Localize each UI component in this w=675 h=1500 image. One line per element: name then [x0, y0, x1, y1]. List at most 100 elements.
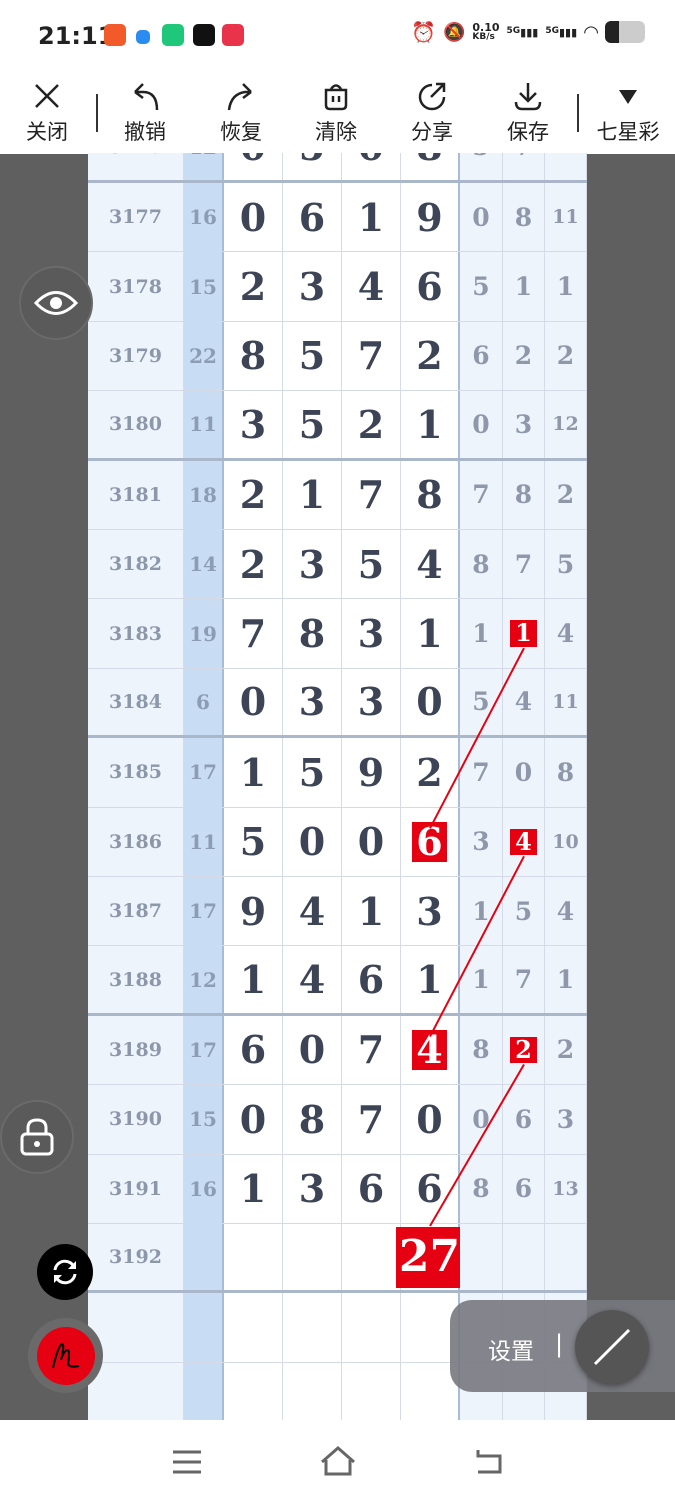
close-button[interactable]: 关闭 — [12, 78, 82, 146]
extra-cell: 11 — [545, 668, 587, 736]
cell-value: 0 — [358, 153, 384, 169]
extra-cell: 1 — [503, 599, 545, 668]
digit-cell — [224, 1293, 283, 1362]
digit-cell: 1 — [224, 1154, 283, 1223]
sum-cell: 17 — [184, 1015, 224, 1085]
digit-cell: 5 — [283, 153, 342, 180]
extra-cell: 5 — [460, 252, 503, 321]
digit-cell: 6 — [224, 1015, 283, 1085]
home-icon[interactable] — [320, 1446, 356, 1476]
extra-cell: 0 — [460, 1085, 503, 1154]
digit-cell: 1 — [342, 877, 401, 946]
lock-button[interactable] — [0, 1100, 74, 1174]
period-cell: 3181 — [88, 460, 184, 529]
wifi-icon: ◠ — [584, 21, 598, 43]
digit-cell: 6 — [401, 807, 460, 876]
digit-cell: 0 — [224, 183, 283, 252]
period-cell: 3192 — [88, 1224, 184, 1291]
redo-button[interactable]: 恢复 — [206, 78, 276, 146]
cell-value: 6 — [472, 341, 490, 371]
cell-value: 7 — [239, 611, 267, 657]
digit-cell: 0 — [224, 668, 283, 736]
share-button[interactable]: 分享 — [397, 78, 467, 146]
extra-cell: 4 — [545, 599, 587, 668]
extra-cell: 7 — [503, 530, 545, 599]
rotate-button[interactable] — [37, 1244, 93, 1300]
digit-cell: 8 — [401, 460, 460, 529]
extra-cell: 8 — [460, 530, 503, 599]
digit-cell — [283, 1293, 342, 1362]
cell-value: 5 — [298, 749, 326, 795]
cell-value: 16 — [189, 1176, 217, 1201]
pen-scribble-icon — [51, 1342, 79, 1368]
cell-value: 18 — [189, 482, 217, 507]
digit-cell: 27 — [395, 1224, 464, 1291]
table-row: 3185 17 1 5 9 2 7 0 8 — [88, 738, 587, 808]
digit-cell: 0 — [283, 807, 342, 876]
rotate-icon — [53, 1259, 77, 1285]
digit-cell — [224, 1224, 283, 1291]
extra-cell — [503, 1224, 545, 1291]
sum-cell: 11 — [184, 391, 224, 458]
lottery-trend-table[interactable]: 3176120508571231771606190811317815234651… — [88, 153, 587, 1420]
lottery-type-dropdown[interactable]: 七星彩 — [586, 78, 670, 146]
menu-icon[interactable] — [172, 1450, 202, 1474]
undo-button[interactable]: 撤销 — [110, 78, 180, 146]
cell-value: 11 — [552, 690, 579, 713]
cell-value: 8 — [472, 1174, 490, 1204]
lock-icon — [20, 1118, 54, 1156]
extra-cell: 1 — [460, 946, 503, 1013]
cell-value: 1 — [556, 965, 575, 995]
cell-value: 4 — [514, 687, 533, 717]
digit-cell: 3 — [224, 391, 283, 458]
cell-value: 5 — [299, 153, 325, 169]
cell-value: 5 — [239, 819, 267, 865]
extra-cell: 2 — [545, 321, 587, 391]
toolbar-divider — [577, 94, 579, 132]
extra-cell: 8 — [460, 1015, 503, 1085]
extra-cell: 5 — [460, 668, 503, 736]
cell-value: 6 — [357, 1166, 385, 1212]
cell-value: 11 — [189, 412, 217, 437]
period-cell: 3178 — [88, 252, 184, 321]
cell-value: 1 — [472, 896, 490, 926]
period-cell — [88, 1362, 184, 1420]
status-time: 21:11 — [38, 22, 115, 50]
digit-cell: 3 — [342, 599, 401, 668]
digit-cell: 2 — [224, 460, 283, 529]
sum-cell: 15 — [184, 252, 224, 321]
extra-cell: 1 — [460, 877, 503, 946]
digit-cell: 6 — [401, 252, 460, 321]
settings-button[interactable]: 设置 — [488, 1339, 534, 1365]
extra-cell: 8 — [503, 183, 545, 252]
cell-value: 0 — [298, 1027, 326, 1073]
eye-toggle-button[interactable] — [19, 266, 93, 340]
digit-cell — [342, 1224, 401, 1291]
digit-cell: 1 — [342, 183, 401, 252]
digit-cell: 8 — [283, 1085, 342, 1154]
cell-value: 3 — [298, 679, 326, 725]
cell-value: 3179 — [109, 344, 162, 367]
cell-value: 0 — [240, 153, 266, 169]
cell-value: 0 — [357, 819, 385, 865]
cell-value: 4 — [556, 896, 575, 926]
save-button[interactable]: 保存 — [493, 78, 563, 146]
cell-value: 3180 — [109, 413, 162, 436]
cell-value: 3182 — [109, 553, 162, 576]
period-cell: 3188 — [88, 946, 184, 1013]
back-icon[interactable] — [472, 1446, 504, 1476]
extra-cell: 2 — [503, 321, 545, 391]
extra-cell — [545, 1224, 587, 1291]
extra-cell: 4 — [503, 807, 545, 876]
toolbar: 关闭 撤销 恢复 清除 分享 保存 七星彩 — [0, 72, 675, 154]
cell-value: 3 — [239, 401, 267, 447]
extra-cell: 10 — [545, 807, 587, 876]
period-cell: 3191 — [88, 1154, 184, 1223]
status-bar: 21:11 ⏰ 🔕 0.10 KB/s 5G▮▮▮ 5G▮▮▮ ◠ — [0, 0, 675, 72]
cell-value: 7 — [357, 333, 385, 379]
undo-icon — [110, 78, 180, 114]
redo-icon — [206, 78, 276, 114]
pen-button[interactable] — [28, 1318, 103, 1393]
line-tool-button[interactable] — [575, 1310, 649, 1384]
clear-button[interactable]: 清除 — [301, 78, 371, 146]
